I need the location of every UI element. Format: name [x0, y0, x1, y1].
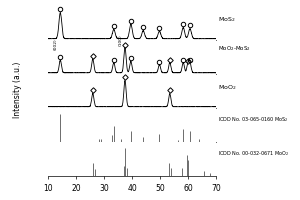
Text: ICDD No. 03-065-0160 MoS$_2$: ICDD No. 03-065-0160 MoS$_2$: [218, 115, 288, 124]
Text: Intensity (a.u.): Intensity (a.u.): [14, 62, 22, 118]
Text: (002): (002): [54, 38, 58, 50]
Text: MoO$_2$-MoS$_2$: MoO$_2$-MoS$_2$: [218, 44, 250, 53]
Text: (100): (100): [119, 35, 123, 46]
Text: MoS$_2$: MoS$_2$: [218, 15, 235, 24]
Text: ICDD No. 00-032-0671 MoO$_2$: ICDD No. 00-032-0671 MoO$_2$: [218, 149, 289, 158]
Text: MoO$_2$: MoO$_2$: [218, 83, 236, 92]
